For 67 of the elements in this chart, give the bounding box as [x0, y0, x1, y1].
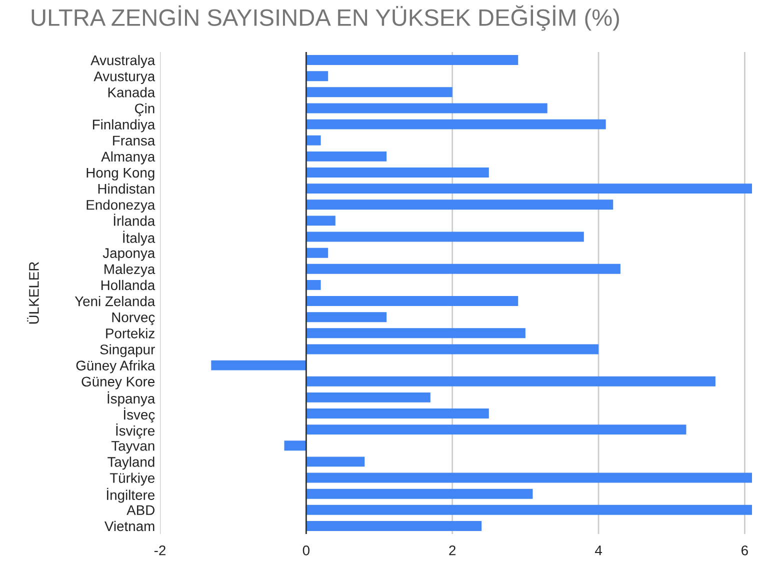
bar — [306, 184, 752, 194]
y-tick-label: Hindistan — [98, 184, 154, 194]
y-tick-label: İrlanda — [114, 214, 156, 226]
y-tick-label: Tayvan — [111, 441, 154, 454]
bar — [306, 232, 584, 242]
y-tick-label: İtalya — [123, 230, 156, 246]
y-tick-label: İspanya — [108, 391, 156, 406]
y-tick-label: Avusturya — [94, 72, 156, 84]
bar — [306, 472, 752, 483]
y-tick-label: Kanada — [108, 87, 156, 98]
y-tick-label: Malezya — [104, 264, 156, 277]
bar — [306, 264, 620, 274]
bar — [306, 328, 526, 338]
y-tick-label: Japonya — [102, 248, 156, 261]
x-tick-label: 0 — [302, 545, 310, 556]
bar — [306, 200, 614, 210]
bar — [306, 87, 452, 98]
bar — [306, 151, 387, 162]
y-tick-label: Çin — [135, 103, 154, 116]
y-tick-label: Hong Kong — [86, 168, 154, 180]
y-tick-label: ABD — [126, 505, 154, 515]
bar — [306, 135, 321, 146]
bar — [306, 344, 599, 354]
y-tick-label: Tayland — [108, 456, 154, 470]
y-tick-label: İngiltere — [107, 488, 155, 503]
bar — [306, 280, 321, 290]
bar — [306, 248, 328, 258]
bar — [306, 312, 387, 322]
y-tick-label: Türkiye — [110, 472, 155, 486]
y-tick-label: Fransa — [113, 136, 156, 146]
y-tick-label: Portekiz — [106, 328, 154, 338]
bar — [306, 296, 518, 306]
bar — [306, 392, 430, 402]
y-tick-label: Norveç — [112, 312, 155, 326]
bar — [306, 488, 533, 499]
y-tick-label: Endonezya — [86, 200, 156, 213]
bar — [306, 504, 752, 515]
y-tick-label: İsviçre — [116, 424, 155, 439]
y-tick-label: Finlandiya — [92, 119, 156, 132]
chart-title: ULTRA ZENGİN SAYISINDA EN YÜKSEK DEĞİŞİM (%) — [32, 5, 619, 31]
bar — [211, 360, 306, 370]
y-tick-label: Yeni Zelanda — [74, 296, 156, 306]
y-tick-label: Güney Kore — [82, 376, 155, 390]
bar — [306, 216, 336, 226]
y-tick-label: Singapur — [100, 344, 155, 358]
y-tick-label: Güney Afrika — [76, 360, 156, 374]
x-tick-label: 2 — [449, 545, 456, 556]
y-tick-label: Vietnam — [104, 520, 154, 532]
bar — [306, 55, 518, 66]
y-tick-label: Hollanda — [101, 280, 156, 290]
bar — [306, 119, 606, 130]
y-tick-label: Avustralya — [90, 55, 156, 68]
bar — [306, 376, 716, 386]
bar — [306, 71, 328, 82]
bar — [284, 440, 306, 451]
y-tick-label: Almanya — [101, 151, 156, 164]
bar — [306, 424, 686, 435]
bar — [306, 408, 489, 418]
bar — [306, 456, 365, 467]
x-tick-label: 4 — [594, 546, 602, 556]
bar — [306, 520, 482, 531]
bar — [306, 168, 489, 178]
y-axis-title: ÜLKELER — [27, 262, 39, 324]
x-tick-label: 6 — [742, 545, 748, 556]
bar — [306, 103, 548, 114]
x-tick-label: -2 — [154, 545, 166, 556]
y-tick-label: İsveç — [124, 407, 155, 422]
